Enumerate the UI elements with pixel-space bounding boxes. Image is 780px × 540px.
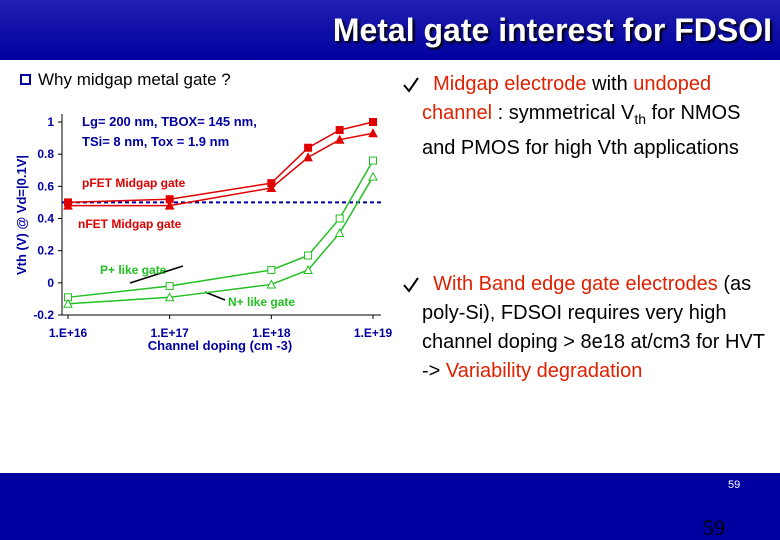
x-tick-label: 1.E+18 [252, 326, 291, 340]
text: undoped channel [422, 73, 712, 124]
y-tick-label: 0.2 [37, 244, 54, 258]
marker [266, 279, 277, 289]
marker [303, 264, 313, 274]
marker [368, 128, 378, 138]
y-tick-label: 0.8 [37, 147, 54, 161]
bullet-box [20, 74, 31, 85]
marker [164, 292, 175, 302]
marker [334, 134, 345, 144]
series-label: P+ like gate [100, 263, 167, 277]
series-line [67, 121, 374, 204]
marker [304, 251, 313, 260]
check-icon [403, 77, 419, 93]
y-tick-label: 0.4 [37, 212, 54, 226]
marker [335, 126, 344, 135]
page-number-small: 59 [728, 479, 741, 491]
series-label: pFET Midgap gate [82, 176, 186, 190]
marker [369, 156, 377, 165]
marker [368, 171, 378, 181]
left-bullet: Why midgap metal gate ? [38, 70, 231, 89]
series-line [68, 132, 374, 207]
marker [63, 200, 73, 210]
text: (as poly-Si), FDSOI requires very high c… [422, 273, 765, 382]
series-label: N+ like gate [228, 295, 295, 309]
text: Midgap electrode [433, 73, 587, 95]
series-line [67, 176, 374, 305]
text: th [634, 111, 646, 127]
text: With Band edge gate electrodes [433, 273, 718, 295]
annotation: Lg= 200 nm, TBOX= 145 nm, [82, 114, 257, 129]
marker [63, 298, 73, 308]
marker [369, 118, 377, 126]
text: : symmetrical V [492, 102, 635, 124]
marker [335, 214, 344, 223]
y-tick-label: 1 [47, 115, 54, 129]
marker [334, 227, 345, 237]
series-label: nFET Midgap gate [78, 217, 182, 231]
y-tick-label: -0.2 [33, 308, 54, 322]
series-line [67, 160, 374, 299]
y-tick-label: 0 [47, 276, 54, 290]
x-axis-label: Channel doping (cm -3) [148, 338, 292, 353]
y-axis-label: Vth (V) @ Vd=|0.1V| [14, 155, 29, 275]
x-tick-label: 1.E+16 [49, 326, 88, 340]
marker [304, 143, 313, 152]
marker [266, 182, 277, 192]
marker [303, 152, 313, 162]
y-tick-label: 0.6 [37, 179, 54, 193]
text: with [586, 73, 634, 95]
text: Variability degradation [445, 360, 643, 382]
footer-bar [0, 473, 780, 540]
page-number: 59 [703, 515, 725, 540]
check-icon [403, 277, 419, 293]
annotation: TSi= 8 nm, Tox = 1.9 nm [82, 134, 229, 149]
chart: Vth (V) @ Vd=|0.1V| Channel doping (cm -… [14, 114, 393, 353]
text: for NMOS and PMOS for high Vth applicati… [422, 102, 741, 159]
arrow [204, 291, 226, 301]
marker [164, 200, 175, 210]
x-tick-label: 1.E+17 [150, 326, 189, 340]
title-bar [0, 0, 780, 60]
marker [267, 265, 276, 274]
slide-title: Metal gate interest for FDSOI [332, 12, 772, 48]
bullet-2: With Band edge gate electrodes (as poly-… [422, 270, 767, 386]
arrow [129, 265, 184, 284]
marker [165, 282, 174, 291]
x-tick-label: 1.E+19 [354, 326, 393, 340]
bullet-1: Midgap electrode with undoped channel : … [422, 70, 767, 163]
